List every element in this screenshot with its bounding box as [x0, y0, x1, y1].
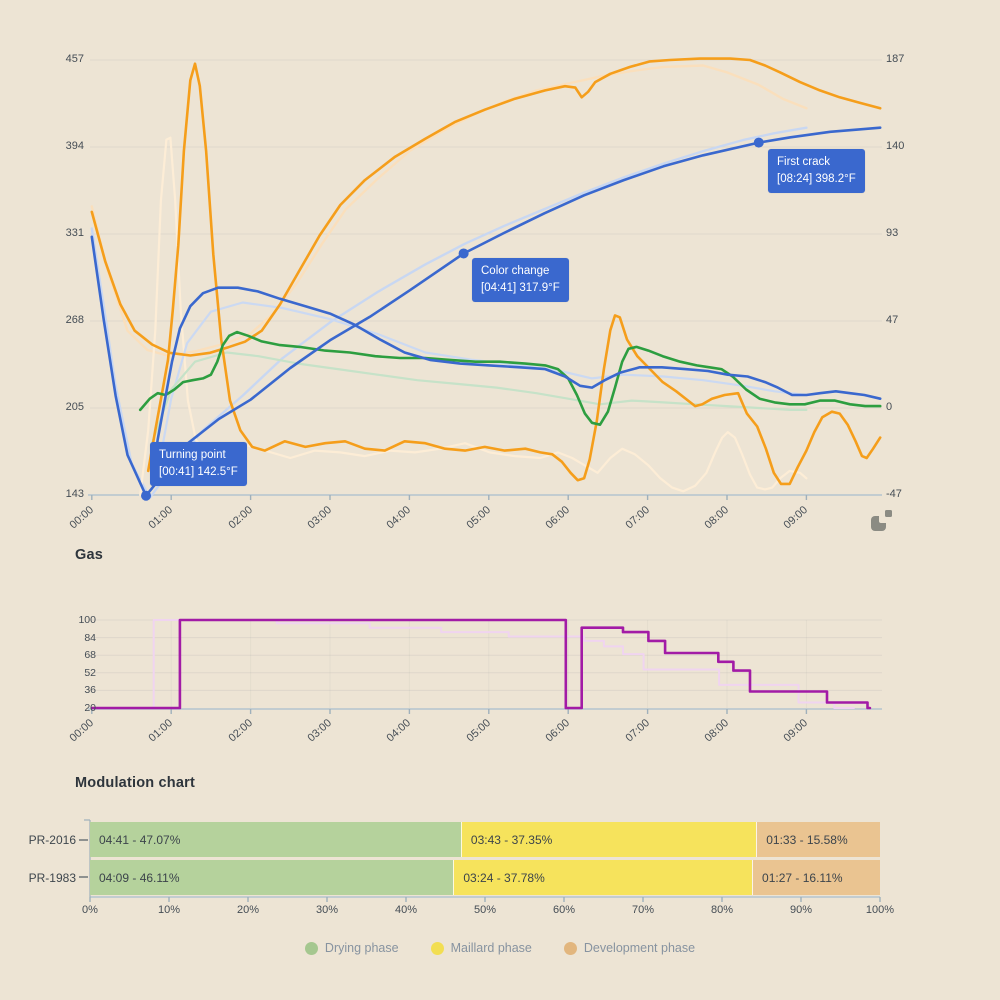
modulation-x-tick-label: 90% — [789, 904, 813, 916]
annotation-title: Color change — [481, 265, 550, 277]
phase-segment-label: 01:27 - 16.11% — [762, 870, 843, 885]
series-env-temp — [90, 57, 882, 357]
modulation-x-tick-label: 50% — [473, 904, 497, 916]
phase-segment-maillard[interactable]: 03:24 - 37.78% — [453, 860, 753, 895]
phase-legend: Drying phase Maillard phase Development ph… — [0, 941, 1000, 955]
modulation-row-pr-2016: 04:41 - 47.07% 03:43 - 37.35% 01:33 - 15.5… — [90, 822, 880, 857]
roast-right-tick-label: 140 — [886, 140, 905, 152]
phase-segment-drying[interactable]: 04:09 - 46.11% — [90, 860, 454, 895]
annotation-detail: [08:24] 398.2°F — [777, 173, 856, 185]
event-marker-dot[interactable] — [753, 137, 764, 148]
modulation-x-tick-label: 70% — [631, 904, 655, 916]
roast-left-tick-label: 268 — [65, 314, 84, 326]
modulation-bars: 04:41 - 47.07% 03:43 - 37.35% 01:33 - 15.5… — [90, 822, 880, 898]
roast-left-tick-label: 394 — [65, 140, 84, 152]
legend-label: Drying phase — [324, 941, 399, 955]
annotation-color-change[interactable]: Color change [04:41] 317.9°F — [472, 258, 569, 302]
logo-notch — [879, 514, 888, 523]
series-reference-gas — [90, 619, 855, 709]
legend-dot-icon — [304, 941, 318, 955]
gas-y-tick-label: 36 — [84, 684, 96, 697]
gas-y-tick-label: 20 — [84, 702, 96, 714]
series-gas-setting — [90, 618, 872, 710]
legend-label: Maillard phase — [450, 941, 532, 955]
watermark-logo-icon — [871, 510, 892, 531]
gas-y-tick-label: 84 — [84, 631, 96, 644]
phase-segment-drying[interactable]: 04:41 - 47.07% — [90, 822, 461, 857]
roast-left-tick-label: 331 — [65, 227, 84, 239]
modulation-x-tick-label: 20% — [236, 904, 260, 916]
series-ror-blue — [150, 286, 882, 482]
series-reference-ror-green — [150, 351, 808, 447]
roast-left-tick-label: 205 — [65, 401, 84, 413]
modulation-x-tick-label: 60% — [552, 904, 576, 916]
series-reference-bean-temp — [90, 126, 808, 499]
phase-segment-label: 03:24 - 37.78% — [463, 870, 545, 885]
annotation-turning-point[interactable]: Turning point [00:41] 142.5°F — [150, 442, 247, 486]
series-bean-temp — [90, 126, 882, 498]
legend-label: Development phase — [583, 941, 696, 955]
annotation-title: First crack — [777, 156, 831, 168]
legend-item-drying-phase[interactable]: Drying phase — [304, 941, 399, 955]
row-label-pr-2016: PR-2016 — [28, 833, 76, 847]
event-marker-dot[interactable] — [141, 490, 152, 501]
annotation-detail: [00:41] 142.5°F — [159, 466, 238, 478]
modulation-x-tick-label: 100% — [865, 904, 895, 916]
phase-segment-label: 04:09 - 46.11% — [99, 870, 180, 885]
roast-left-tick-label: 457 — [65, 53, 84, 65]
modulation-x-tick-label: 10% — [157, 904, 181, 916]
annotation-title: Turning point — [159, 449, 226, 461]
gas-y-tick-label: 68 — [84, 649, 96, 662]
roast-left-tick-label: 143 — [65, 488, 84, 500]
roast-right-tick-label: -47 — [886, 488, 902, 500]
modulation-chart-title: Modulation chart — [75, 775, 195, 791]
phase-segment-development[interactable]: 01:27 - 16.11% — [752, 860, 880, 895]
logo-small-shape — [885, 510, 892, 517]
phase-segment-label: 01:33 - 15.58% — [766, 832, 848, 847]
gas-chart-title: Gas — [75, 547, 104, 563]
legend-item-maillard-phase[interactable]: Maillard phase — [430, 941, 532, 955]
roast-right-tick-label: 187 — [886, 53, 905, 65]
phase-segment-label: 03:43 - 37.35% — [470, 832, 553, 847]
phase-segment-label: 04:41 - 47.07% — [99, 832, 181, 847]
modulation-x-tick-label: 80% — [710, 904, 734, 916]
phase-segment-development[interactable]: 01:33 - 15.58% — [756, 822, 880, 857]
gas-y-tick-label: 52 — [84, 666, 96, 679]
gas-y-tick-label: 100 — [78, 614, 96, 626]
roast-right-tick-label: 47 — [886, 314, 899, 326]
roast-right-tick-label: 93 — [886, 227, 899, 239]
modulation-row-pr-1983: 04:09 - 46.11% 03:24 - 37.78% 01:27 - 16.1… — [90, 860, 880, 895]
series-ror-green — [138, 330, 882, 427]
modulation-x-tick-label: 40% — [394, 904, 418, 916]
series-reference-ror-blue — [158, 301, 808, 465]
legend-dot-icon — [430, 941, 444, 955]
modulation-x-tick-label: 0% — [82, 904, 98, 916]
series-reference-ror-orange — [139, 136, 808, 497]
series-ror-orange — [146, 62, 882, 486]
series-reference-env-temp — [90, 64, 808, 357]
row-label-pr-1983: PR-1983 — [28, 871, 76, 885]
legend-item-development-phase[interactable]: Development phase — [563, 941, 696, 955]
phase-segment-maillard[interactable]: 03:43 - 37.35% — [460, 822, 757, 857]
roast-right-tick-label: 0 — [886, 401, 893, 413]
annotation-detail: [04:41] 317.9°F — [481, 282, 560, 294]
modulation-x-tick-label: 30% — [315, 904, 339, 916]
legend-dot-icon — [563, 941, 577, 955]
logo-big-shape — [871, 514, 888, 531]
annotation-first-crack[interactable]: First crack [08:24] 398.2°F — [768, 149, 865, 193]
event-marker-dot[interactable] — [458, 248, 469, 259]
